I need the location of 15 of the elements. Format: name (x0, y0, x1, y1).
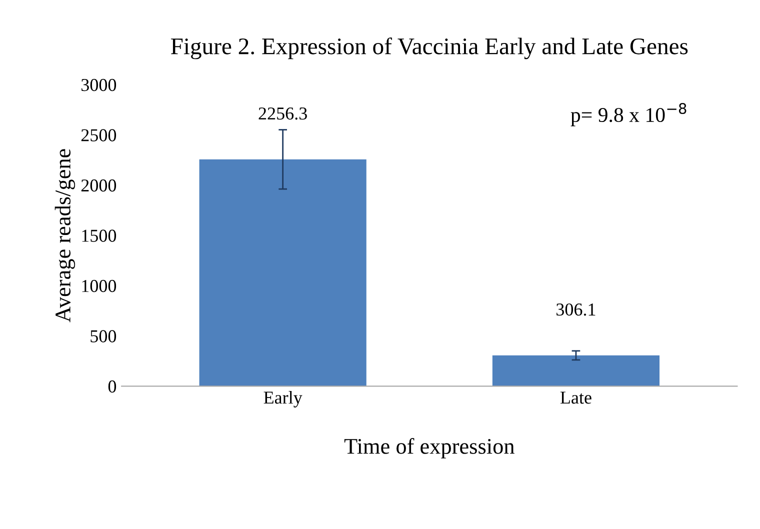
x-tick-label: Early (264, 391, 302, 408)
chart-title: Figure 2. Expression of Vaccinia Early and Late Genes (170, 37, 688, 60)
y-tick-label: 3000 (81, 78, 116, 92)
x-tick-label: Late (560, 392, 592, 404)
annotation: p= 9.8 x 10$^{−8}$ (570, 103, 686, 126)
y-tick-label: 1000 (82, 280, 116, 292)
y-axis-title: Average reads/gene (54, 149, 76, 322)
y-tick-label: 1500 (82, 230, 116, 242)
x-axis-title: Time of expression (344, 438, 514, 458)
y-tick-label: 500 (90, 330, 116, 342)
y-tick-label: 2500 (81, 129, 116, 142)
data-label: 2256.3 (258, 107, 307, 120)
y-tick-label: 0 (108, 380, 116, 393)
y-tick-label: 2000 (81, 179, 116, 192)
data-label: 306.1 (556, 303, 596, 316)
